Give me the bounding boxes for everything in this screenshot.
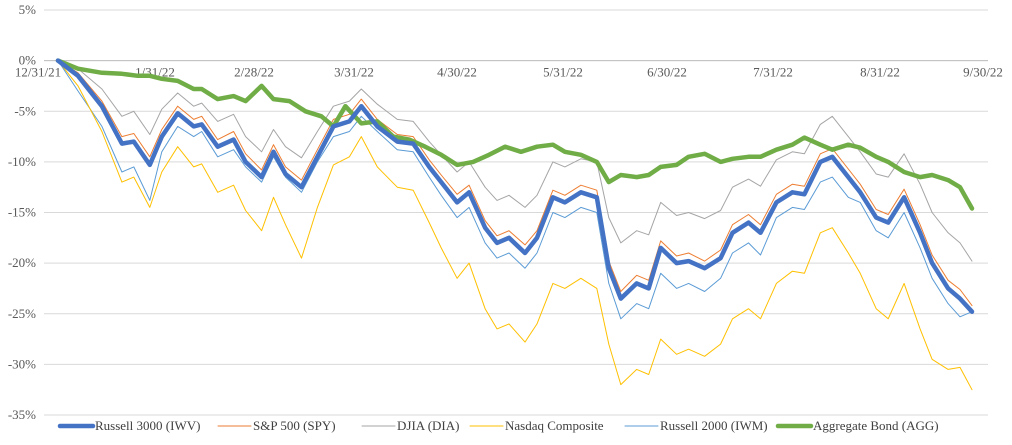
x-tick-label: 7/31/22 xyxy=(753,65,793,80)
legend-label: S&P 500 (SPY) xyxy=(253,418,336,433)
legend: Russell 3000 (IWV) S&P 500 (SPY) DJIA (DIA… xyxy=(57,418,939,433)
y-tick-label: -30% xyxy=(8,356,36,371)
x-tick-label: 12/31/21 xyxy=(15,65,61,80)
series-line-0 xyxy=(55,58,975,314)
y-tick-label: 0% xyxy=(19,53,37,68)
series-lines xyxy=(55,58,975,391)
series-line-3 xyxy=(57,60,973,391)
legend-label: Russell 3000 (IWV) xyxy=(95,418,200,433)
gridlines xyxy=(44,9,988,416)
series-line-2 xyxy=(57,60,973,262)
series-line-5 xyxy=(55,58,975,211)
legend-label: Aggregate Bond (AGG) xyxy=(813,418,939,433)
legend-label: Nasdaq Composite xyxy=(505,418,604,433)
x-tick-label: 2/28/22 xyxy=(234,65,274,80)
x-tick-label: 6/30/22 xyxy=(647,65,687,80)
x-tick-label: 9/30/22 xyxy=(963,65,1003,80)
series-line-4 xyxy=(57,60,973,320)
y-tick-label: -15% xyxy=(8,205,36,220)
x-tick-label: 8/31/22 xyxy=(860,65,900,80)
y-tick-label: 5% xyxy=(19,2,37,17)
series-line-1 xyxy=(57,60,973,307)
y-tick-label: -25% xyxy=(8,306,36,321)
x-tick-label: 3/31/22 xyxy=(334,65,374,80)
y-tick-label: -20% xyxy=(8,255,36,270)
axes: 5%0%-5%-10%-15%-20%-25%-30%-35%12/31/21 1… xyxy=(8,2,1003,422)
y-tick-label: -35% xyxy=(8,407,36,422)
legend-label: DJIA (DIA) xyxy=(397,418,459,433)
y-tick-label: -10% xyxy=(8,154,36,169)
y-tick-label: -5% xyxy=(14,103,36,118)
legend-label: Russell 2000 (IWM) xyxy=(660,418,768,433)
x-tick-label: 5/31/22 xyxy=(543,65,583,80)
x-tick-label: 4/30/22 xyxy=(437,65,477,80)
